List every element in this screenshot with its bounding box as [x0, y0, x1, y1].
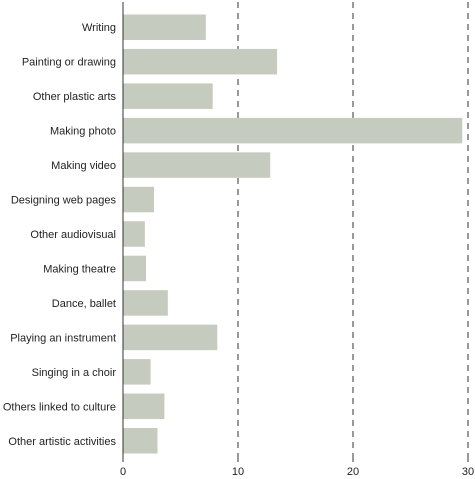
grid-layer	[237, 2, 469, 458]
bar-making-theatre	[123, 255, 146, 282]
category-label: Playing an instrument	[10, 332, 116, 344]
x-tick-label: 0	[120, 466, 126, 478]
bar-other-audiovisual	[123, 221, 145, 247]
x-tick-label: 10	[232, 466, 244, 478]
category-label: Designing web pages	[11, 195, 117, 207]
axis-layer	[122, 2, 469, 462]
tick-label-layer: 0 10 20 30	[120, 466, 474, 478]
category-label: Making video	[51, 160, 116, 172]
category-label: Singing in a choir	[32, 367, 117, 379]
category-label-layer: Writing Painting or drawing Other plastic …	[3, 22, 117, 448]
x-tick-label: 30	[462, 466, 474, 478]
category-label: Other plastic arts	[33, 91, 117, 103]
category-label: Making theatre	[43, 263, 116, 275]
bar-making-video	[123, 152, 271, 178]
bar-painting-or-drawing	[123, 48, 278, 75]
bar-other-plastic-arts	[123, 83, 213, 109]
category-label: Other audiovisual	[30, 229, 116, 241]
category-label: Other artistic activities	[8, 436, 116, 448]
category-label: Others linked to culture	[3, 401, 116, 413]
bar-other-artistic-activities	[123, 428, 158, 454]
bar-singing-in-a-choir	[123, 359, 151, 385]
bar-designing-web-pages	[123, 186, 155, 213]
bar-dance-ballet	[123, 290, 168, 316]
x-tick-label: 20	[347, 466, 359, 478]
bar-layer	[123, 14, 463, 454]
category-label: Writing	[82, 22, 116, 34]
bar-others-linked-to-culture	[123, 393, 165, 420]
category-label: Dance, ballet	[52, 298, 116, 310]
bar-playing-an-instrument	[123, 324, 218, 351]
bar-writing	[123, 14, 206, 40]
bar-making-photo	[123, 117, 463, 144]
category-label: Making photo	[50, 126, 116, 138]
category-label: Painting or drawing	[22, 57, 116, 69]
